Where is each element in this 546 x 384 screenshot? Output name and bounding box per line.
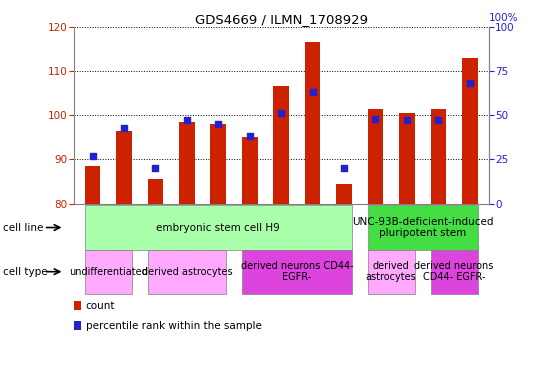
Bar bbox=[242, 137, 258, 204]
Point bbox=[214, 121, 223, 127]
Point bbox=[308, 89, 317, 95]
Bar bbox=[336, 184, 352, 204]
Text: derived
astrocytes: derived astrocytes bbox=[366, 261, 417, 283]
Bar bbox=[85, 205, 352, 250]
Point bbox=[465, 80, 474, 86]
Bar bbox=[147, 250, 226, 294]
Bar bbox=[147, 179, 163, 204]
Text: cell line: cell line bbox=[3, 222, 43, 233]
Text: derived neurons
CD44- EGFR-: derived neurons CD44- EGFR- bbox=[414, 261, 494, 283]
Text: undifferentiated: undifferentiated bbox=[69, 266, 147, 277]
Point bbox=[88, 153, 97, 159]
Bar bbox=[85, 166, 100, 204]
Bar bbox=[274, 86, 289, 204]
Point bbox=[277, 110, 286, 116]
Point bbox=[434, 118, 443, 124]
Bar bbox=[179, 122, 195, 204]
Text: 100%: 100% bbox=[489, 13, 518, 23]
Bar bbox=[399, 113, 415, 204]
Bar bbox=[367, 205, 478, 250]
Bar bbox=[305, 42, 321, 204]
Point bbox=[182, 118, 191, 124]
Point bbox=[120, 124, 128, 131]
Point bbox=[371, 116, 380, 122]
Title: GDS4669 / ILMN_1708929: GDS4669 / ILMN_1708929 bbox=[195, 13, 367, 26]
Bar bbox=[462, 58, 478, 204]
Bar bbox=[74, 301, 81, 310]
Bar bbox=[210, 124, 226, 204]
Bar bbox=[367, 109, 383, 204]
Bar bbox=[85, 250, 132, 294]
Text: percentile rank within the sample: percentile rank within the sample bbox=[86, 321, 262, 331]
Bar bbox=[74, 321, 81, 330]
Bar bbox=[367, 250, 415, 294]
Bar bbox=[116, 131, 132, 204]
Point bbox=[402, 118, 411, 124]
Point bbox=[151, 165, 160, 171]
Text: UNC-93B-deficient-induced
pluripotent stem: UNC-93B-deficient-induced pluripotent st… bbox=[352, 217, 494, 238]
Text: cell type: cell type bbox=[3, 266, 48, 277]
Point bbox=[340, 165, 348, 171]
Bar bbox=[430, 109, 446, 204]
Text: derived astrocytes: derived astrocytes bbox=[141, 266, 232, 277]
Bar bbox=[430, 250, 478, 294]
Point bbox=[245, 133, 254, 139]
Text: embryonic stem cell H9: embryonic stem cell H9 bbox=[157, 222, 280, 233]
Text: count: count bbox=[86, 301, 115, 311]
Text: derived neurons CD44-
EGFR-: derived neurons CD44- EGFR- bbox=[241, 261, 353, 283]
Bar bbox=[242, 250, 352, 294]
